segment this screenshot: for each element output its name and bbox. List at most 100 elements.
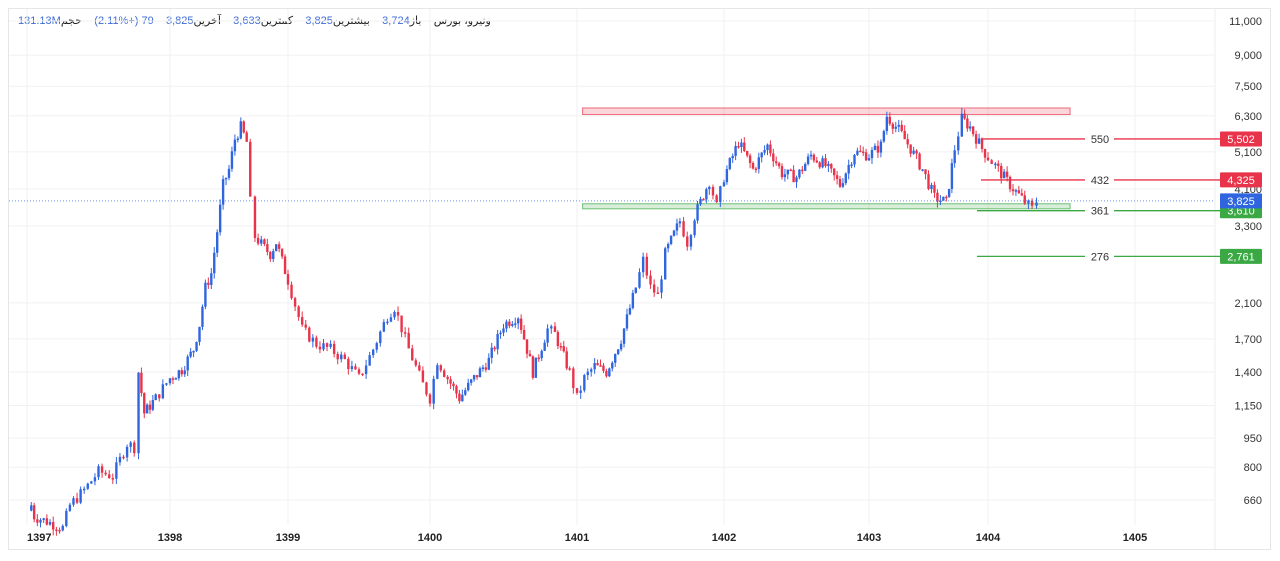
- candle-body[interactable]: [30, 505, 33, 511]
- candle-body[interactable]: [628, 308, 632, 315]
- candle-body[interactable]: [786, 169, 789, 175]
- candle-body[interactable]: [514, 323, 517, 325]
- candle-body[interactable]: [553, 326, 557, 333]
- candle-body[interactable]: [414, 360, 417, 366]
- candle-body[interactable]: [72, 498, 75, 505]
- candle-body[interactable]: [565, 351, 568, 369]
- candle-body[interactable]: [301, 317, 304, 325]
- candle-body[interactable]: [641, 256, 645, 273]
- candle-body[interactable]: [428, 394, 432, 404]
- candle-body[interactable]: [830, 163, 833, 169]
- candle-body[interactable]: [737, 145, 740, 148]
- candle-body[interactable]: [213, 252, 216, 274]
- candle-body[interactable]: [912, 150, 915, 154]
- candle-body[interactable]: [593, 363, 596, 370]
- candle-body[interactable]: [608, 368, 611, 377]
- candle-body[interactable]: [236, 138, 240, 140]
- candle-body[interactable]: [293, 298, 297, 307]
- candle-body[interactable]: [693, 220, 696, 236]
- candle-body[interactable]: [304, 324, 307, 328]
- candle-body[interactable]: [368, 355, 371, 366]
- candle-body[interactable]: [757, 157, 760, 169]
- candle-body[interactable]: [487, 357, 490, 370]
- candle-body[interactable]: [997, 163, 1000, 166]
- candle-body[interactable]: [844, 173, 847, 184]
- candle-body[interactable]: [936, 192, 939, 202]
- candle-body[interactable]: [372, 349, 375, 356]
- candle-body[interactable]: [812, 154, 816, 161]
- candle-body[interactable]: [864, 152, 868, 161]
- candle-body[interactable]: [734, 145, 737, 156]
- candle-body[interactable]: [39, 519, 42, 523]
- candle-body[interactable]: [186, 356, 189, 371]
- candle-body[interactable]: [97, 466, 100, 478]
- candle-body[interactable]: [249, 141, 252, 197]
- candle-body[interactable]: [1020, 193, 1024, 196]
- candle-body[interactable]: [590, 369, 593, 372]
- candle-body[interactable]: [467, 382, 470, 391]
- candle-body[interactable]: [963, 113, 966, 119]
- candle-body[interactable]: [308, 327, 311, 342]
- candle-body[interactable]: [966, 118, 969, 129]
- candle-body[interactable]: [52, 522, 55, 530]
- candle-body[interactable]: [722, 182, 726, 187]
- candle-body[interactable]: [957, 136, 960, 151]
- candle-body[interactable]: [696, 204, 699, 221]
- candle-body[interactable]: [528, 353, 532, 357]
- candle-body[interactable]: [947, 188, 951, 197]
- candle-body[interactable]: [484, 367, 488, 370]
- candle-body[interactable]: [689, 235, 693, 247]
- candle-body[interactable]: [1000, 165, 1003, 179]
- candle-body[interactable]: [140, 372, 143, 394]
- candle-body[interactable]: [804, 164, 807, 171]
- candle-body[interactable]: [815, 160, 818, 163]
- candle-body[interactable]: [90, 481, 93, 484]
- candle-body[interactable]: [631, 292, 635, 309]
- candle-body[interactable]: [464, 390, 467, 395]
- candle-body[interactable]: [616, 349, 620, 355]
- candle-body[interactable]: [638, 272, 641, 288]
- candle-body[interactable]: [407, 332, 410, 349]
- candle-body[interactable]: [154, 394, 157, 401]
- candle-body[interactable]: [740, 142, 743, 147]
- candle-body[interactable]: [336, 353, 339, 360]
- candle-body[interactable]: [458, 393, 461, 402]
- candle-body[interactable]: [343, 354, 346, 359]
- candle-body[interactable]: [425, 382, 428, 395]
- candle-body[interactable]: [502, 328, 505, 333]
- candle-body[interactable]: [382, 322, 386, 332]
- candle-body[interactable]: [634, 287, 637, 293]
- candle-body[interactable]: [221, 179, 225, 205]
- candle-body[interactable]: [656, 292, 660, 294]
- candle-body[interactable]: [122, 456, 125, 459]
- candle-body[interactable]: [350, 366, 354, 370]
- candle-body[interactable]: [795, 177, 798, 183]
- candle-body[interactable]: [611, 362, 614, 369]
- candle-body[interactable]: [719, 186, 722, 203]
- candle-body[interactable]: [1002, 171, 1006, 179]
- candle-body[interactable]: [537, 357, 540, 360]
- candle-body[interactable]: [894, 126, 897, 129]
- candle-body[interactable]: [340, 354, 343, 360]
- candle-body[interactable]: [821, 158, 824, 168]
- candle-body[interactable]: [218, 204, 222, 233]
- candle-body[interactable]: [277, 244, 281, 249]
- candle-body[interactable]: [171, 378, 175, 380]
- candle-body[interactable]: [55, 529, 58, 532]
- candle-body[interactable]: [83, 488, 86, 491]
- candle-body[interactable]: [824, 158, 827, 167]
- candle-body[interactable]: [522, 329, 526, 340]
- candle-body[interactable]: [400, 315, 403, 333]
- candle-body[interactable]: [475, 375, 479, 378]
- candle-body[interactable]: [403, 332, 407, 334]
- candle-body[interactable]: [534, 357, 538, 378]
- candle-body[interactable]: [945, 196, 948, 199]
- candle-body[interactable]: [361, 373, 364, 376]
- candle-body[interactable]: [711, 186, 715, 196]
- candle-body[interactable]: [705, 189, 708, 200]
- candle-body[interactable]: [525, 339, 529, 354]
- candle-body[interactable]: [143, 393, 146, 414]
- candle-body[interactable]: [556, 332, 560, 347]
- candle-body[interactable]: [725, 169, 729, 183]
- candle-body[interactable]: [379, 331, 382, 344]
